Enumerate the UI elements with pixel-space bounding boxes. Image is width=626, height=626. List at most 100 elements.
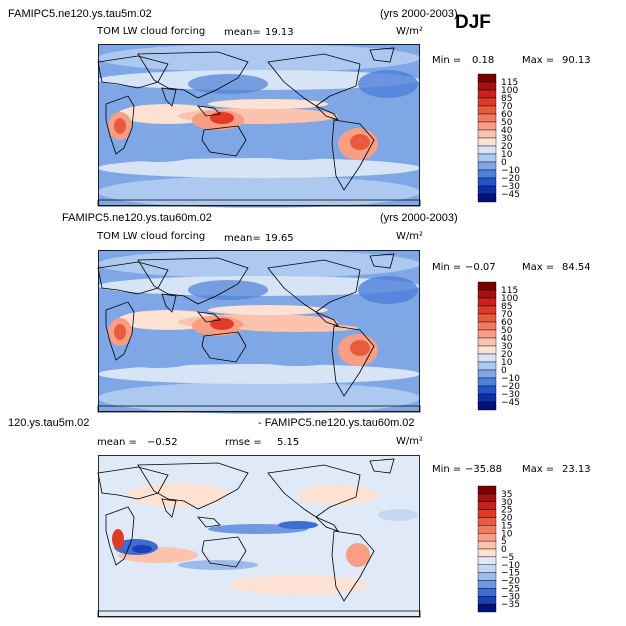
contour-region: [350, 134, 370, 150]
map-frame: [98, 250, 420, 412]
colorbar-tick-label: −10: [501, 561, 520, 571]
contour-region: [178, 560, 258, 570]
colorbar-swatch: [477, 361, 497, 371]
coastline: [137, 51, 249, 99]
colorbar-tick-label: 35: [501, 490, 512, 500]
contour-region: [188, 74, 268, 94]
colorbar-swatch: [477, 509, 497, 518]
colorbar-swatch: [477, 329, 497, 339]
contour-region: [98, 382, 420, 414]
coastline: [201, 536, 247, 568]
colorbar-tick-label: 10: [501, 529, 513, 539]
colorbar-tick-label: 60: [501, 318, 513, 328]
colorbar-tick-label: −20: [501, 174, 520, 184]
colorbar-tick-label: 85: [501, 302, 512, 312]
map-frame: [98, 455, 420, 617]
colorbar-swatch: [477, 281, 497, 291]
coastline: [331, 530, 375, 602]
contour-region: [98, 158, 420, 178]
contour-region: [238, 128, 358, 160]
colorbar-tick-label: 20: [501, 142, 513, 152]
colorbar-tick-label: 30: [501, 342, 513, 352]
panel3-min-value: −35.88: [465, 464, 503, 475]
contour-region: [208, 99, 328, 109]
contour-region: [358, 70, 418, 98]
colorbar-tick-label: −25: [501, 584, 520, 594]
colorbar-swatch: [477, 289, 497, 299]
colorbar-swatch: [477, 89, 497, 99]
coastline: [197, 516, 221, 528]
coastline: [97, 610, 421, 618]
contour-region: [238, 324, 358, 332]
colorbar-swatch: [477, 588, 497, 597]
colorbar-swatch: [477, 113, 497, 123]
panel1-case-title: FAMIPC5.ne120.ys.tau5m.02: [8, 8, 152, 20]
panel1-variable: TOM LW cloud forcing: [97, 26, 206, 37]
colorbar-swatch: [477, 485, 497, 495]
colorbar-tick-label: 25: [501, 506, 512, 516]
colorbar-swatch: [477, 556, 497, 565]
colorbar-tick-label: 85: [501, 94, 512, 104]
coastline: [161, 87, 177, 107]
colorbar-tick-label: 50: [501, 326, 513, 336]
colorbar-swatch: [477, 369, 497, 379]
colorbar-tick-label: −45: [501, 190, 520, 200]
contour-region: [210, 112, 234, 124]
coastline: [197, 105, 221, 117]
coastline: [97, 199, 421, 207]
colorbar-tick-label: −20: [501, 577, 520, 587]
colorbar-swatch: [477, 596, 497, 605]
map-frame: [98, 44, 420, 206]
panel3-mean-label: mean =: [97, 437, 137, 448]
colorbar-swatch: [477, 564, 497, 573]
coastline: [97, 55, 169, 89]
coastline: [267, 53, 361, 107]
panel3-units: W/m²: [396, 436, 424, 447]
colorbar-swatch: [477, 321, 497, 331]
coastline: [369, 253, 395, 269]
colorbar-tick-label: −5: [501, 553, 514, 563]
coastline: [105, 301, 135, 361]
coastline: [161, 293, 177, 313]
colorbar-swatch: [477, 533, 497, 542]
colorbar-swatch: [477, 177, 497, 187]
panel2-years: (yrs 2000-2003): [380, 212, 458, 224]
contour-region: [346, 543, 370, 567]
panel1-mean-value: 19.13: [265, 27, 294, 38]
colorbar-tick-label: 40: [501, 126, 513, 136]
panel2-mean-label: mean=: [224, 233, 261, 244]
coastline: [161, 498, 177, 518]
colorbar-swatch: [477, 81, 497, 91]
colorbar-swatch: [477, 401, 497, 411]
coastline: [201, 125, 247, 157]
colorbar-swatch: [477, 137, 497, 147]
colorbar-swatch: [477, 540, 497, 550]
contour-region: [98, 250, 420, 278]
coastline: [267, 259, 361, 313]
coastline: [315, 311, 339, 327]
contour-region: [118, 142, 198, 162]
colorbar-tick-label: 10: [501, 358, 513, 368]
colorbar-tick-label: −30: [501, 182, 520, 192]
panel2-min-value: −0.07: [465, 262, 496, 273]
panel2-mean-value: 19.65: [265, 233, 294, 244]
colorbar-tick-label: 60: [501, 110, 513, 120]
colorbar-swatch: [477, 377, 497, 387]
panel1-years: (yrs 2000-2003): [380, 8, 458, 20]
contour-region: [114, 324, 126, 340]
panel2-units: W/m²: [396, 231, 424, 242]
coastline: [201, 331, 247, 363]
colorbar-swatch: [477, 185, 497, 195]
coastline: [105, 506, 135, 566]
colorbar-tick-label: 0: [501, 366, 507, 376]
colorbar-swatch: [477, 572, 497, 581]
colorbar-swatch: [477, 580, 497, 589]
panel3-rmse-label: rmse =: [225, 437, 262, 448]
contour-region: [278, 521, 318, 529]
panel1-units: W/m²: [396, 26, 424, 37]
coastline: [369, 47, 395, 63]
panel3-max-value: 23.13: [562, 464, 591, 475]
colorbar-tick-label: −45: [501, 398, 520, 408]
coastline: [97, 405, 421, 413]
